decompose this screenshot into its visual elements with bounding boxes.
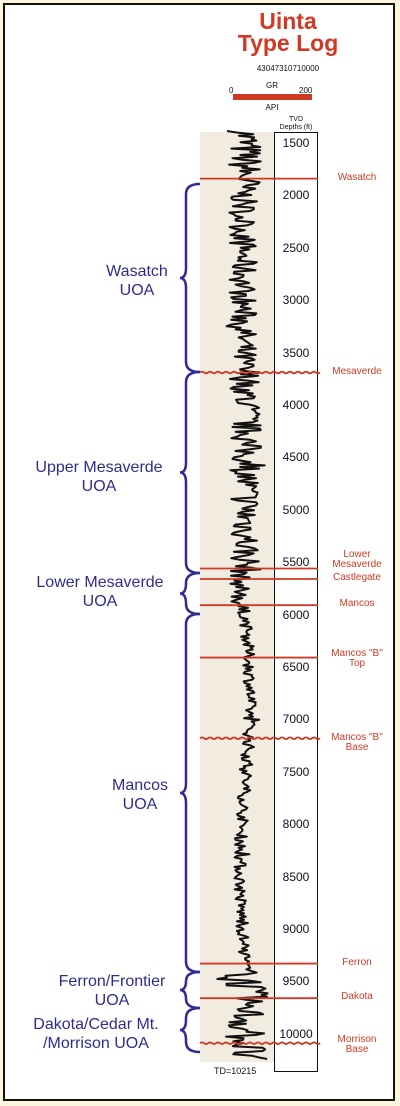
gr-scale-min: 0 — [229, 86, 234, 95]
uoa-braces — [179, 182, 201, 1054]
gr-scale-bar — [233, 94, 312, 100]
depth-label: 4000 — [282, 398, 310, 412]
depth-label: 9500 — [282, 974, 310, 989]
uoa-label: Dakota/Cedar Mt. /Morrison UOA — [12, 1015, 180, 1053]
marker-label: Mancos "B" Top — [324, 647, 390, 669]
uoa-brace — [179, 1006, 201, 1054]
uoa-label-line: UOA — [119, 282, 155, 299]
depth-label: 9000 — [282, 922, 310, 936]
marker-label: Castlegate — [324, 571, 390, 583]
depth-track — [274, 132, 318, 1072]
depth-label: 8500 — [282, 869, 310, 884]
depth-label: 6000 — [282, 607, 310, 622]
marker-label: Mancos — [324, 599, 390, 609]
depth-label: 7000 — [282, 712, 310, 727]
marker-label-line: Lower — [343, 549, 371, 561]
marker-line — [199, 370, 321, 375]
marker-label-line: Base — [345, 1044, 369, 1056]
uoa-label: Lower Mesaverde UOA — [20, 573, 180, 611]
depth-label: 10000 — [279, 1026, 313, 1041]
depth-label: 1500 — [282, 136, 310, 150]
uoa-brace — [179, 370, 201, 575]
marker-label: Lower Mesaverde — [324, 550, 390, 570]
depth-label: 7500 — [282, 764, 310, 779]
marker-label-line: Mesaverde — [332, 559, 382, 571]
uoa-label-line: UOA — [82, 593, 118, 610]
depth-header-line-2: Depths (ft) — [279, 124, 313, 131]
depth-label: 6500 — [282, 660, 310, 674]
total-depth-label: TD=10215 — [214, 1066, 257, 1076]
marker-label: Wasatch — [324, 171, 390, 183]
marker-line — [199, 1041, 321, 1045]
gr-scale-label: GR — [266, 81, 278, 90]
uoa-label: Ferron/Frontier UOA — [44, 972, 180, 1010]
depth-label: 4500 — [282, 450, 310, 465]
depth-header-line-1: TVD — [289, 116, 303, 123]
depth-label: 5000 — [282, 502, 310, 517]
marker-label-line: Top — [348, 657, 366, 669]
uoa-label-line: Ferron/Frontier — [58, 973, 166, 990]
uoa-brace — [179, 970, 201, 1010]
uoa-label-line: Dakota/Cedar Mt. — [33, 1016, 159, 1033]
uoa-brace — [179, 182, 201, 374]
marker-line — [199, 736, 321, 740]
gr-scale-unit: API — [265, 103, 279, 112]
marker-label-line: Morrison — [337, 1034, 377, 1046]
marker-label: Morrison Base — [324, 1035, 390, 1055]
uoa-label: Wasatch UOA — [94, 262, 180, 300]
marker-label-line: Mancos "B" — [331, 647, 383, 659]
depth-label: 2500 — [282, 240, 310, 255]
marker-label-line: Wasatch — [337, 171, 377, 183]
uoa-label-line: UOA — [94, 992, 130, 1009]
marker-label-line: Mesaverde — [332, 365, 382, 377]
marker-label-line: Base — [345, 742, 369, 754]
figure-frame — [3, 3, 395, 1101]
marker-label: Mesaverde — [324, 365, 390, 377]
depth-label: 2000 — [282, 188, 310, 203]
depth-label: 3500 — [282, 345, 310, 360]
marker-lines — [199, 177, 321, 1045]
uoa-brace — [179, 571, 201, 616]
gamma-ray-trace — [216, 130, 269, 1060]
uoa-label-line: Mancos — [111, 777, 169, 794]
uoa-label-line: UOA — [81, 478, 117, 495]
depth-label: 8000 — [282, 817, 310, 832]
well-id: 43047310710000 — [256, 64, 320, 73]
marker-label: Dakota — [324, 992, 390, 1002]
gamma-ray-curve — [216, 130, 269, 1060]
marker-label: Mancos "B" Base — [324, 733, 390, 753]
marker-label-line: Ferron — [342, 956, 372, 968]
uoa-brace — [179, 612, 201, 974]
uoa-label-line: /Morrison UOA — [43, 1035, 149, 1052]
uoa-label-line: Lower Mesaverde — [36, 574, 164, 591]
uoa-label-line: Upper Mesaverde — [35, 459, 163, 476]
marker-label-line: Castlegate — [333, 571, 381, 583]
title-line-2: Type Log — [237, 30, 339, 56]
depth-label: 5500 — [282, 555, 310, 570]
title-line-1: Uinta — [259, 8, 317, 34]
marker-label: Ferron — [324, 956, 390, 968]
depth-header: TVD Depths (ft) — [271, 116, 321, 132]
uoa-label-line: UOA — [122, 796, 158, 813]
marker-label-line: Mancos — [339, 598, 375, 610]
figure-title: Uinta Type Log — [200, 8, 376, 56]
uoa-label-line: Wasatch — [106, 263, 168, 280]
uoa-label: Upper Mesaverde UOA — [18, 458, 180, 496]
uoa-label: Mancos UOA — [100, 776, 180, 814]
gr-scale-max: 200 — [299, 86, 313, 95]
marker-label-line: Dakota — [341, 991, 373, 1003]
marker-label-line: Mancos "B" — [331, 732, 383, 744]
depth-label: 3000 — [282, 293, 310, 308]
